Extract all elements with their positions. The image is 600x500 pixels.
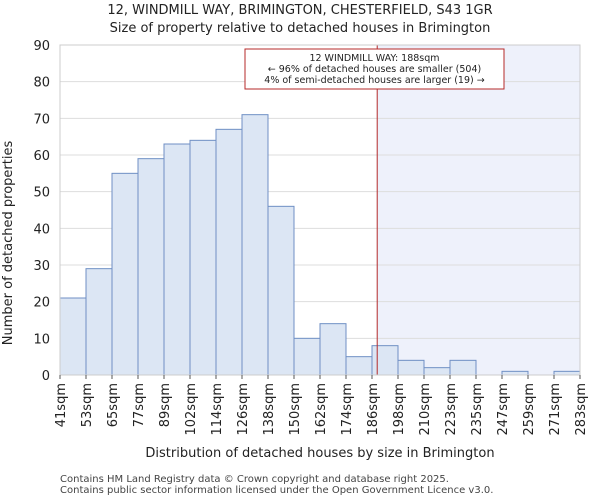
x-tick-label: 77sqm — [132, 383, 147, 427]
x-tick-label: 235sqm — [470, 383, 485, 436]
y-axis-label: Number of detached properties — [1, 141, 16, 346]
x-tick-label: 271sqm — [548, 383, 563, 436]
bar — [267, 205, 295, 376]
x-axis-label: Distribution of detached houses by size … — [145, 446, 494, 461]
x-tick-label: 41sqm — [54, 383, 69, 427]
x-tick-label: 150sqm — [288, 383, 303, 436]
x-tick-label: 186sqm — [366, 383, 381, 436]
x-tick-label: 65sqm — [106, 383, 121, 427]
y-tick-label: 70 — [33, 112, 50, 127]
x-tick-label: 283sqm — [574, 383, 589, 436]
y-tick-label: 60 — [33, 149, 50, 164]
bar — [371, 345, 399, 376]
bar — [111, 172, 139, 376]
bar — [319, 323, 347, 376]
bar — [85, 268, 113, 376]
y-tick-label: 30 — [33, 259, 50, 274]
bar — [59, 297, 87, 376]
x-tick-label: 247sqm — [496, 383, 511, 436]
y-tick-label: 80 — [33, 76, 50, 91]
annotation-line-1: 12 WINDMILL WAY: 188sqm — [309, 53, 439, 64]
x-tick-label: 53sqm — [80, 383, 95, 427]
footer-line-2: Contains public sector information licen… — [60, 485, 493, 496]
bar — [241, 114, 269, 376]
y-tick-label: 40 — [33, 222, 50, 237]
annotation-line-2: ← 96% of detached houses are smaller (50… — [268, 64, 481, 75]
bar — [501, 370, 529, 376]
x-tick-label: 162sqm — [314, 383, 329, 436]
x-tick-label: 259sqm — [522, 383, 537, 436]
y-axis-ticks: 0 10 20 30 40 50 60 70 80 90 — [33, 39, 50, 384]
x-tick-label: 138sqm — [262, 383, 277, 436]
y-tick-label: 10 — [33, 332, 50, 347]
bar — [449, 359, 477, 376]
x-tick-label: 126sqm — [236, 383, 251, 436]
bar — [397, 359, 425, 376]
bar — [137, 158, 165, 376]
bar — [345, 356, 373, 376]
annotation-border — [244, 48, 505, 90]
chart-title: 12, WINDMILL WAY, BRIMINGTON, CHESTERFIE… — [107, 3, 492, 18]
bar — [423, 367, 451, 376]
y-tick-label: 20 — [33, 296, 50, 311]
bar — [189, 139, 217, 376]
y-tick-label: 90 — [33, 39, 50, 54]
x-tick-label: 210sqm — [418, 383, 433, 436]
x-tick-label: 223sqm — [444, 383, 459, 436]
bar — [553, 370, 581, 376]
x-tick-label: 174sqm — [340, 383, 355, 436]
bar — [215, 128, 243, 376]
x-tick-label: 198sqm — [392, 383, 407, 436]
y-tick-label: 50 — [33, 186, 50, 201]
x-tick-label: 102sqm — [184, 383, 199, 436]
chart-subtitle: Size of property relative to detached ho… — [110, 21, 491, 36]
x-tick-label: 89sqm — [158, 383, 173, 427]
x-tick-label: 114sqm — [210, 383, 225, 436]
x-axis-ticks: 41sqm 53sqm 65sqm 77sqm 89sqm 102sqm 114sqm 126… — [54, 375, 589, 436]
bar — [293, 337, 321, 376]
bar — [163, 143, 191, 376]
annotation-box: 12 WINDMILL WAY: 188sqm ← 96% of detache… — [244, 48, 505, 90]
footer-line-1: Contains HM Land Registry data © Crown c… — [60, 474, 449, 485]
annotation-line-3: 4% of semi-detached houses are larger (1… — [264, 75, 484, 86]
plot-area — [59, 44, 581, 376]
y-tick-label: 0 — [42, 369, 50, 384]
highlight-region — [377, 45, 580, 375]
